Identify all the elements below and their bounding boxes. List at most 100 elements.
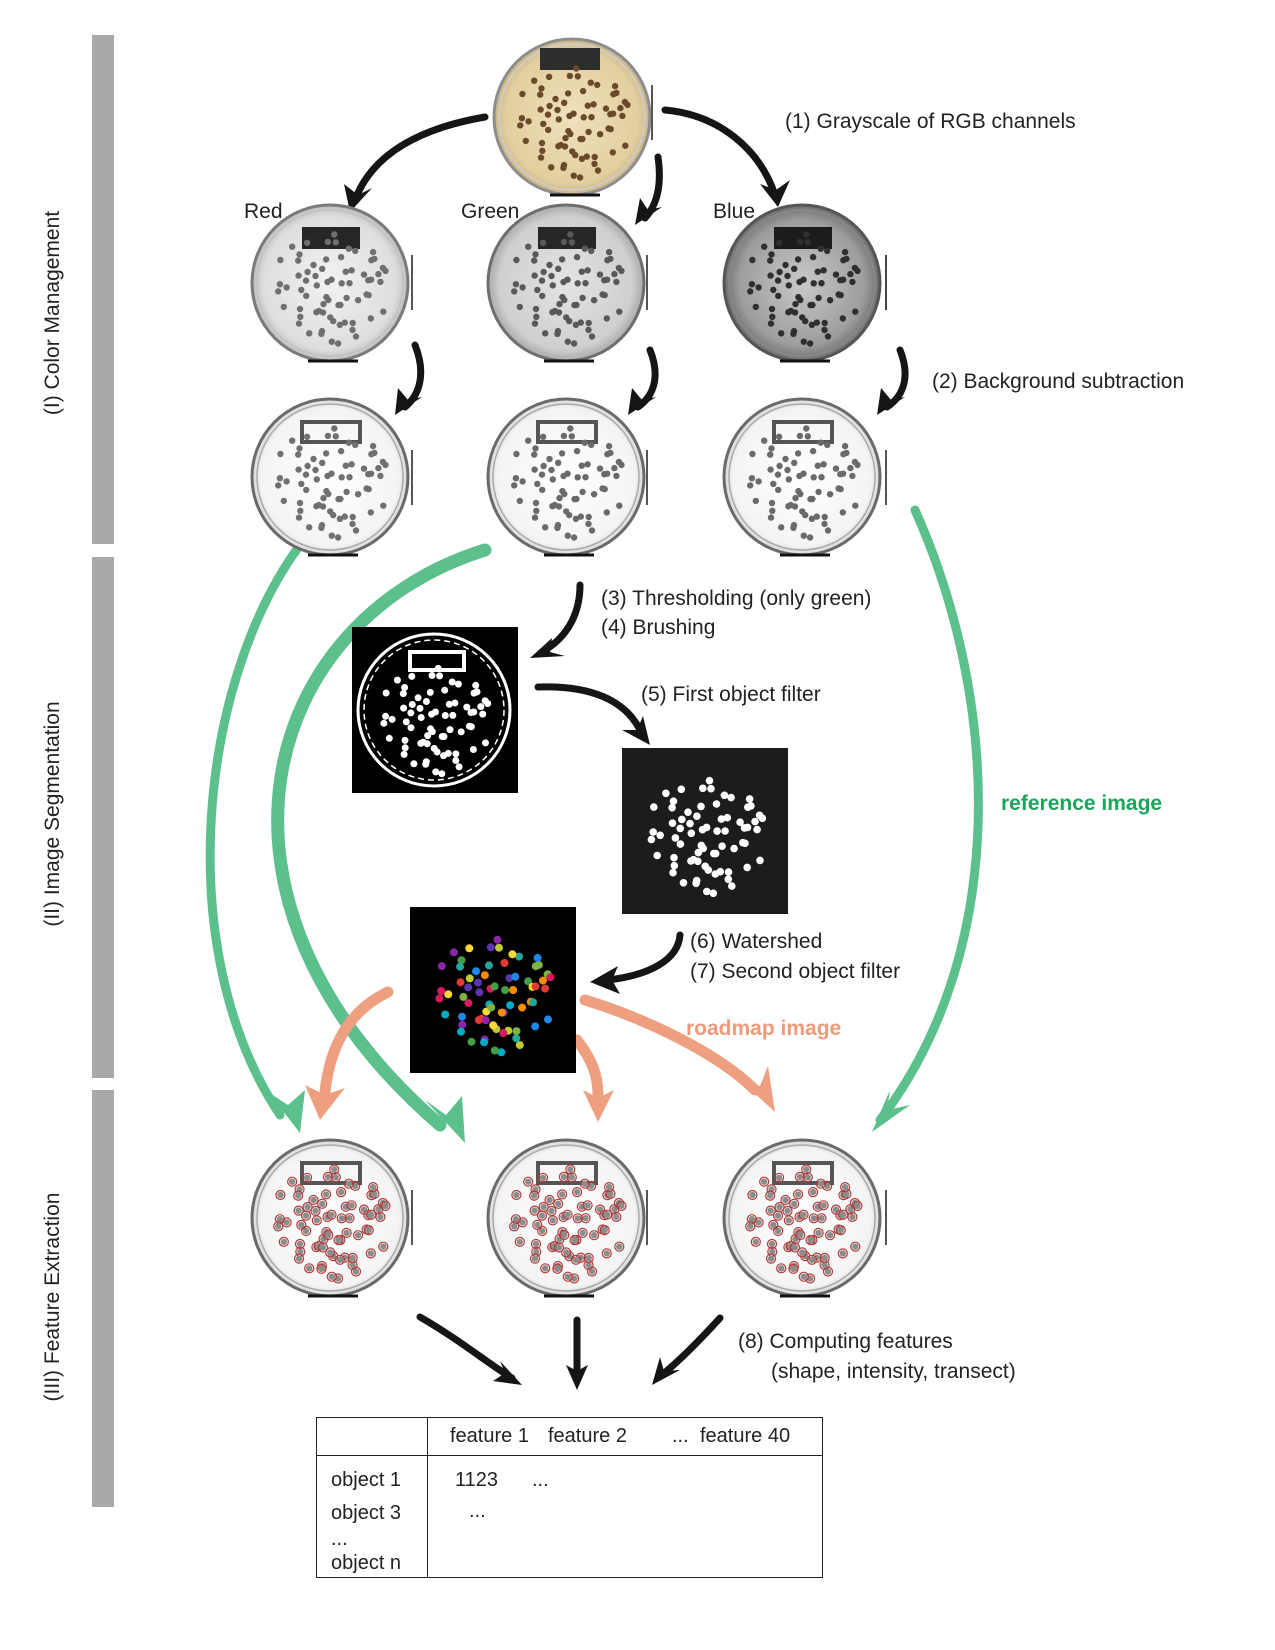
colony xyxy=(743,863,751,872)
colony xyxy=(821,1261,828,1269)
colony xyxy=(588,1268,596,1275)
colony xyxy=(525,437,532,444)
colony xyxy=(289,243,296,250)
colony xyxy=(331,425,338,432)
colony xyxy=(571,1236,578,1244)
colony xyxy=(590,1232,598,1239)
colony xyxy=(296,499,304,507)
colony-outline xyxy=(561,1247,572,1258)
colony xyxy=(497,1048,506,1057)
colony xyxy=(295,1255,303,1262)
colony xyxy=(770,286,777,294)
colony xyxy=(511,1223,518,1230)
colony xyxy=(800,338,807,345)
colony xyxy=(485,961,493,970)
colony xyxy=(377,472,384,480)
colony xyxy=(516,497,523,505)
colony xyxy=(295,1192,302,1199)
colony xyxy=(605,248,613,256)
colony xyxy=(736,818,744,826)
colony-outline xyxy=(794,1171,806,1183)
colony xyxy=(761,243,768,250)
colony xyxy=(839,1250,846,1257)
colony xyxy=(283,1219,290,1226)
colony xyxy=(713,827,721,835)
colony xyxy=(585,1261,592,1269)
colony xyxy=(649,828,657,836)
colony xyxy=(349,513,356,521)
colony xyxy=(601,291,608,299)
colony xyxy=(319,459,326,466)
colony xyxy=(748,281,756,288)
colony xyxy=(568,239,575,246)
colony xyxy=(325,296,332,304)
colony xyxy=(473,688,481,696)
colony xyxy=(303,433,311,440)
colony xyxy=(477,703,485,711)
colony xyxy=(561,296,568,304)
colony xyxy=(767,451,774,458)
colony xyxy=(408,672,416,680)
colony xyxy=(325,1231,332,1239)
colony xyxy=(367,509,374,516)
colony xyxy=(407,709,415,717)
plate-blue-channel xyxy=(722,203,887,363)
colony xyxy=(607,125,614,133)
colony xyxy=(676,824,684,833)
colony xyxy=(537,106,544,113)
step-6-label: (6) Watershed xyxy=(690,930,823,953)
colony xyxy=(511,482,518,489)
colony xyxy=(794,256,802,263)
colony xyxy=(803,231,810,238)
colony xyxy=(430,744,438,752)
colony xyxy=(542,524,549,531)
colony xyxy=(509,986,518,994)
colony-outline xyxy=(380,1200,391,1212)
colony xyxy=(467,723,475,731)
colony xyxy=(585,319,592,327)
colony xyxy=(458,1012,466,1021)
colony xyxy=(767,272,774,279)
colony xyxy=(770,480,777,488)
colony xyxy=(808,321,816,328)
colony-outline xyxy=(544,1194,555,1206)
colony xyxy=(531,1255,539,1262)
colony xyxy=(741,839,749,848)
colony xyxy=(849,1213,856,1221)
colony-outline xyxy=(747,1189,758,1201)
table-row-label: ... xyxy=(331,1528,348,1550)
colony xyxy=(401,744,409,752)
colony xyxy=(613,278,620,286)
colony xyxy=(302,277,310,284)
colony xyxy=(541,984,550,993)
colony xyxy=(518,1003,527,1012)
colony xyxy=(360,465,368,472)
colony xyxy=(558,450,566,457)
colony-outline xyxy=(368,1181,379,1193)
colony xyxy=(283,284,290,291)
colony xyxy=(808,515,816,522)
colony-outline xyxy=(571,1186,583,1198)
colony xyxy=(432,768,440,776)
colony-outline xyxy=(565,1164,576,1175)
colony-outline xyxy=(273,1221,284,1232)
colony xyxy=(295,320,303,327)
colony xyxy=(794,450,802,457)
colony xyxy=(371,449,378,457)
colony-outline xyxy=(797,1247,808,1258)
colony xyxy=(318,330,325,337)
colony xyxy=(775,1227,782,1235)
colony xyxy=(785,476,792,483)
colony xyxy=(539,292,546,300)
colony xyxy=(533,953,542,962)
colony xyxy=(319,1244,327,1251)
colony xyxy=(519,1219,526,1226)
colony xyxy=(367,315,374,322)
colony xyxy=(346,280,353,287)
colony xyxy=(348,461,355,468)
stage-bar-feature-extraction xyxy=(92,1090,114,1507)
colony-outline xyxy=(530,1238,542,1250)
colony-outline xyxy=(805,1234,816,1246)
colony xyxy=(532,445,539,452)
colony xyxy=(538,85,545,92)
